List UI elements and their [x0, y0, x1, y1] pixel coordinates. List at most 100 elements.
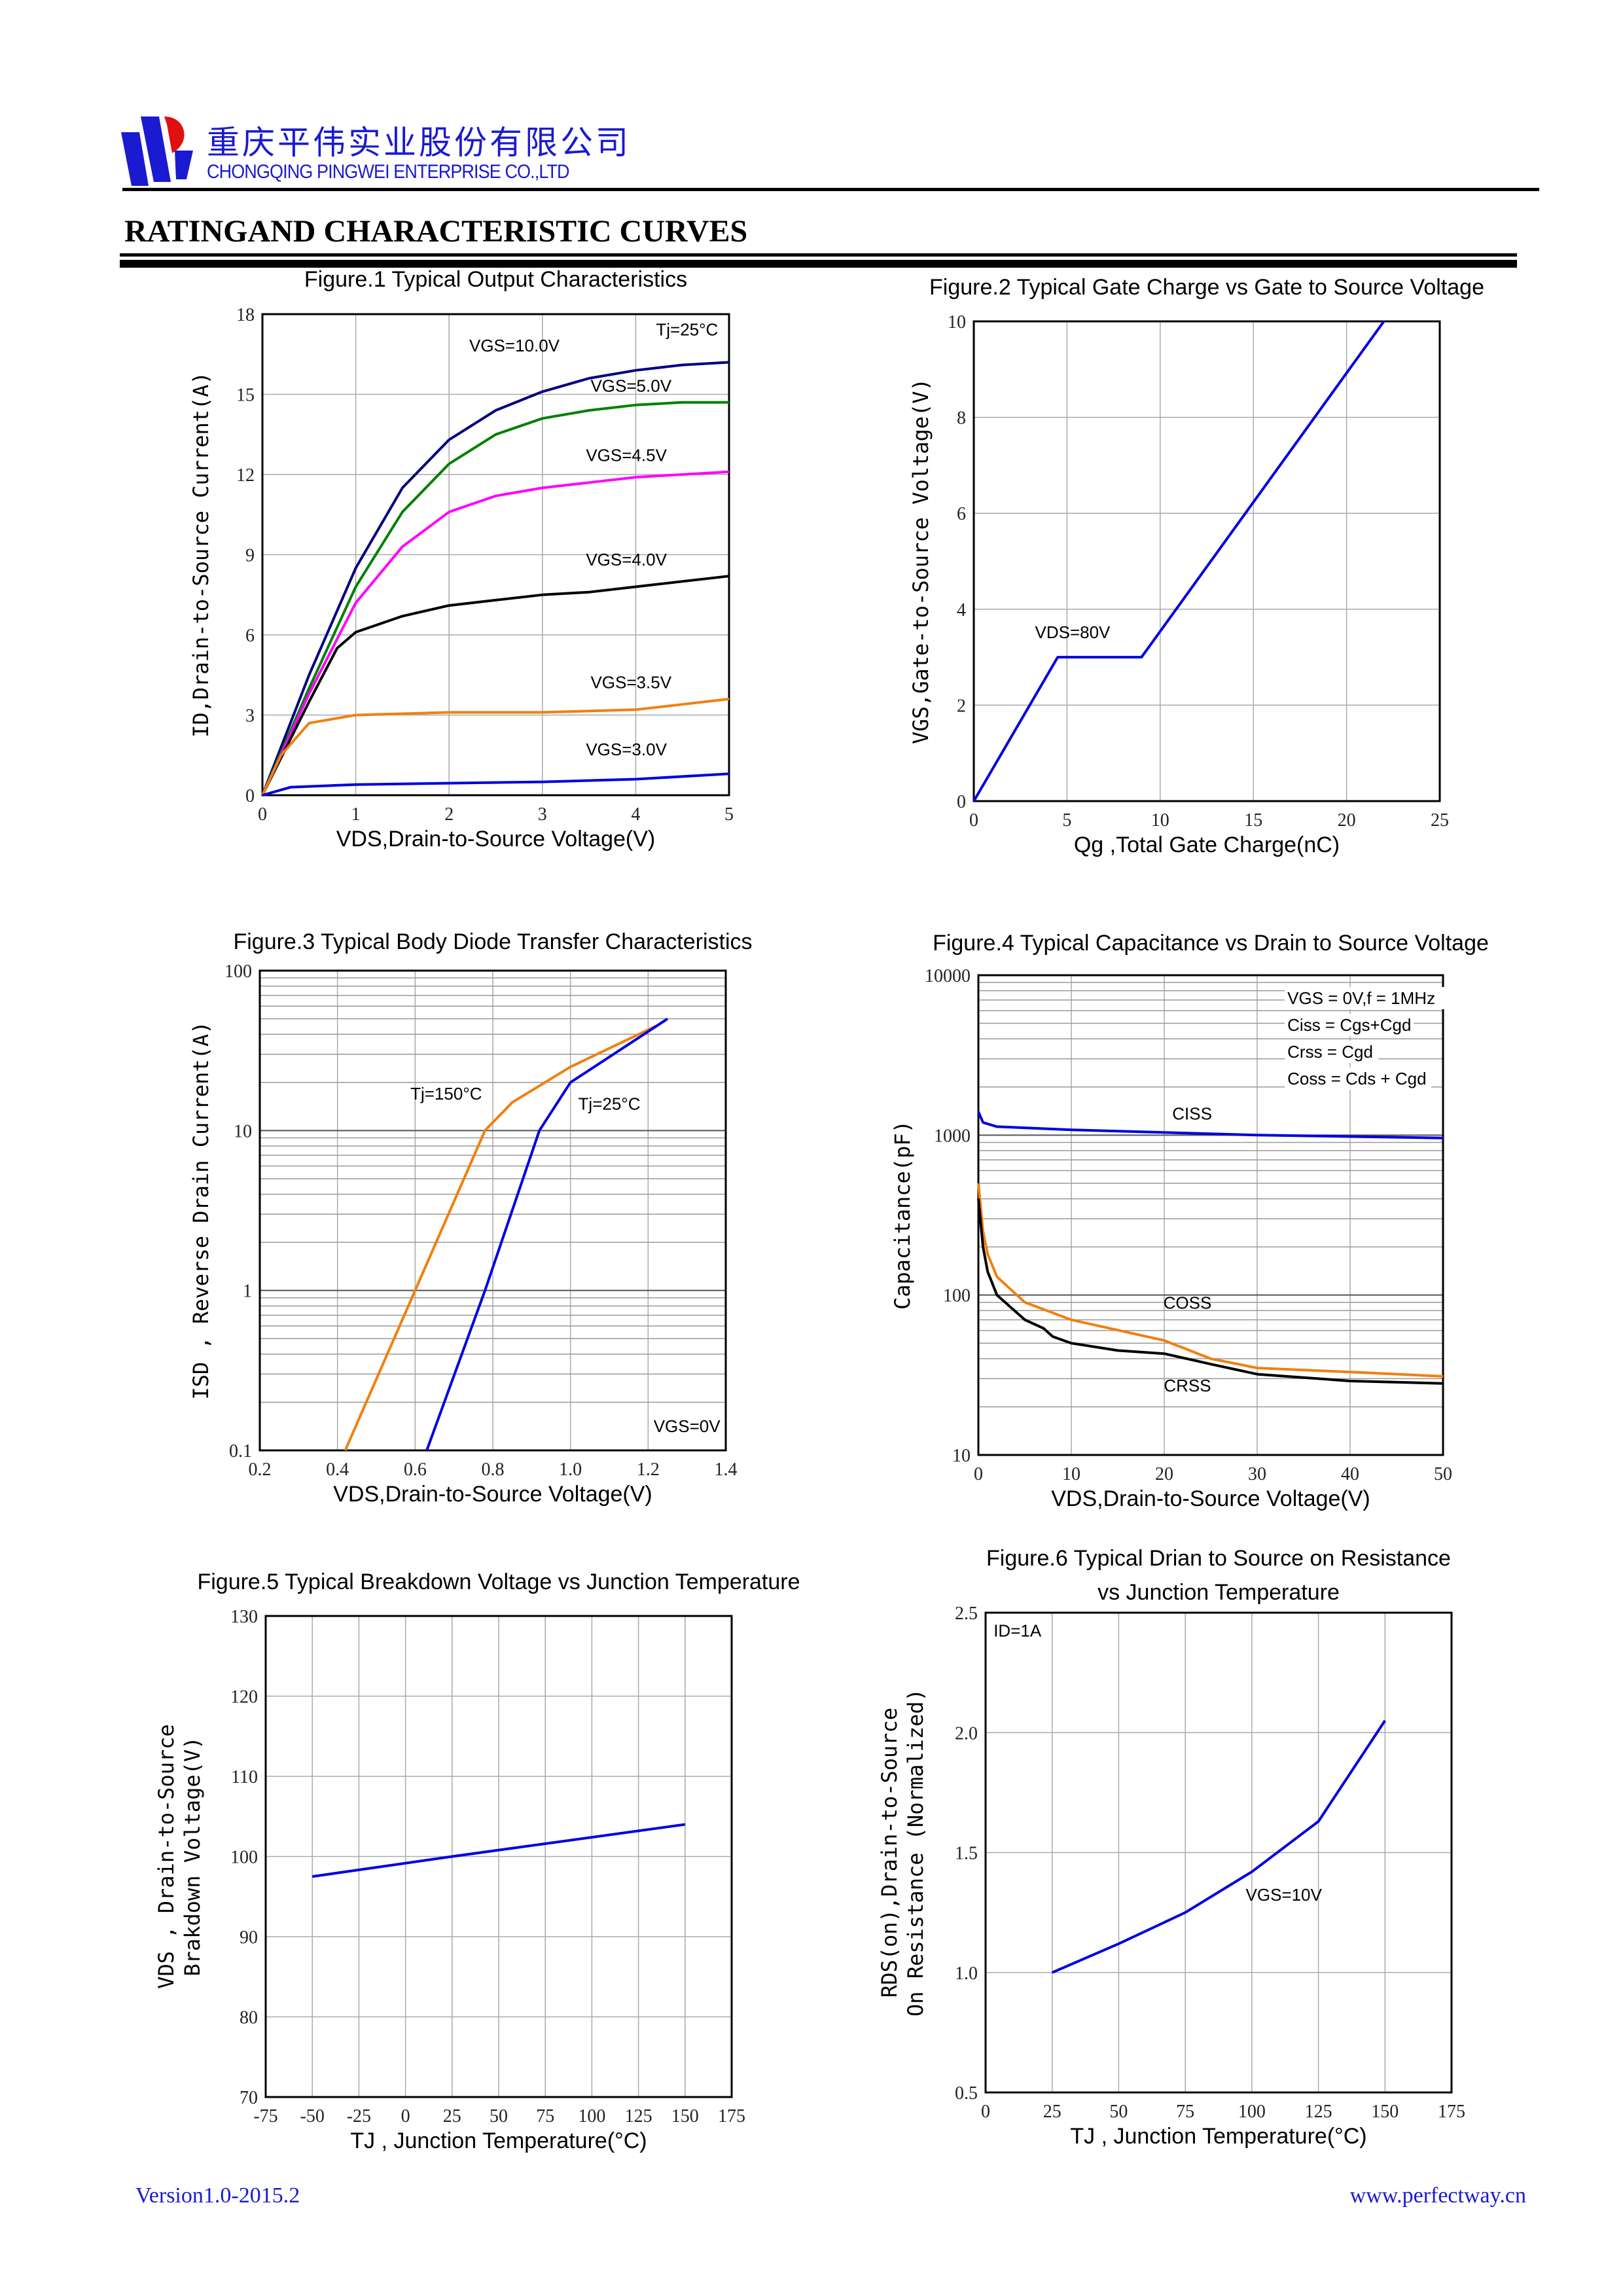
series-line-vds-80v — [972, 320, 1385, 802]
plot-frame — [259, 969, 727, 1452]
annotation-label: VDS=80V — [1035, 622, 1111, 642]
y-tick-label: 2.5 — [955, 1604, 978, 1624]
figure-title: Figure.4 Typical Capacitance vs Drain to… — [933, 931, 1489, 956]
series-line-tj-150-c — [344, 1024, 657, 1451]
y-tick-label: 90 — [240, 1928, 258, 1948]
annotation-label: Tj=25°C — [579, 1094, 641, 1113]
plot-frame — [261, 313, 730, 797]
series-line-ciss — [977, 1111, 1444, 1139]
y-tick-label: 3 — [245, 706, 255, 726]
y-tick-label: 1.0 — [955, 1964, 978, 1984]
figure-title: Figure.2 Typical Gate Charge vs Gate to … — [929, 275, 1484, 300]
website-link[interactable]: www.perfectway.cn — [1349, 2183, 1526, 2208]
legend-bg — [1285, 987, 1450, 1009]
y-axis-label: ID,Drain-to-Source Current(A) — [188, 372, 213, 738]
annotation-label: VGS=4.0V — [586, 550, 667, 569]
y-tick-label: 0 — [957, 792, 966, 812]
x-axis-label: VDS,Drain-to-Source Voltage(V) — [333, 1482, 652, 1507]
y-axis-label: VGS,Gate-to-Source Voltage(V) — [908, 378, 933, 744]
x-tick-label: 1.0 — [559, 1460, 582, 1480]
series-line-crss — [977, 1198, 1444, 1385]
x-tick-label: 5 — [724, 804, 734, 825]
series-line-vgs-10-0v — [261, 361, 730, 796]
annotation-label: VGS=3.5V — [590, 673, 671, 692]
series-line-vgs-3-0v — [262, 772, 730, 797]
section-title: RATINGAND CHARACTERISTIC CURVES — [124, 214, 748, 249]
x-axis-label: VDS,Drain-to-Source Voltage(V) — [336, 827, 656, 852]
x-tick-label: 0 — [974, 1464, 983, 1484]
series-line-vgs-10v — [1051, 1719, 1386, 1974]
x-tick-label: 150 — [1371, 2102, 1399, 2122]
y-tick-label: 1.5 — [955, 1844, 978, 1864]
x-tick-label: 0.6 — [404, 1460, 427, 1480]
x-tick-label: 20 — [1155, 1464, 1173, 1484]
y-tick-label: 15 — [236, 386, 255, 406]
x-tick-label: -25 — [347, 2106, 371, 2126]
y-tick-label: 6 — [245, 626, 255, 646]
legend-bg — [1285, 1014, 1414, 1036]
x-tick-label: -75 — [253, 2106, 277, 2126]
company-logo — [121, 117, 193, 186]
x-tick-label: 25 — [443, 2106, 461, 2126]
x-tick-label: 175 — [718, 2106, 745, 2126]
y-tick-label: 10000 — [925, 966, 971, 986]
y-tick-label: 120 — [230, 1687, 258, 1708]
figure-4: 0 10 20 30 40 5010100100010000CISSCOSSCRSSVGS… — [890, 931, 1489, 1511]
y-tick-label: 9 — [245, 546, 255, 566]
series-line-vgs-3-5v — [261, 698, 730, 796]
header-divider — [122, 188, 1539, 191]
y-tick-label: 70 — [240, 2088, 258, 2108]
version-label: Version1.0-2015.2 — [135, 2183, 300, 2208]
y-tick-label: 2 — [957, 696, 966, 716]
x-axis-label: Qg ,Total Gate Charge(nC) — [1074, 833, 1340, 857]
y-tick-label: 0.1 — [229, 1441, 252, 1462]
annotation-label: VGS=5.0V — [590, 376, 671, 395]
series-line-vgs-5-0v — [261, 401, 729, 796]
y-tick-label: 8 — [957, 408, 966, 429]
legend-bg — [1285, 1067, 1432, 1090]
figure-title-line2: vs Junction Temperature — [1097, 1580, 1340, 1605]
legend-bg — [1285, 1041, 1379, 1063]
y-tick-label: 0.5 — [955, 2083, 978, 2104]
y-tick-label: 10 — [952, 1446, 971, 1466]
annotation-label: VGS=10.0V — [469, 336, 560, 355]
company-name-chinese: 重庆平伟实业股份有限公司 — [207, 124, 631, 162]
y-tick-label: 10 — [234, 1121, 252, 1141]
title-divider-thin — [120, 253, 1517, 257]
x-tick-label: 5 — [1062, 810, 1071, 831]
plot-frame — [984, 1611, 1453, 2094]
figure-6: 0 25 50 75 100 125 150 175 0.5 1.0 1.5 2.0 2.5 ID=1A V… — [877, 1546, 1465, 2149]
x-axis-label: VDS,Drain-to-Source Voltage(V) — [1051, 1486, 1370, 1511]
legend-entry: Ciss = Cgs+Cgd — [1287, 1015, 1411, 1035]
x-tick-label: -50 — [300, 2106, 325, 2126]
x-tick-label: 75 — [1176, 2102, 1194, 2122]
y-tick-label: 130 — [230, 1607, 258, 1627]
y-tick-label: 12 — [236, 465, 255, 486]
x-tick-label: 1 — [351, 804, 361, 825]
x-tick-label: 10 — [1151, 810, 1169, 831]
y-axis-label: VDS , Drain-to-Source — [154, 1724, 179, 1989]
x-tick-label: 1.4 — [715, 1460, 738, 1480]
y-tick-label: 6 — [957, 504, 966, 524]
y-tick-label: 1000 — [934, 1126, 971, 1146]
x-tick-label: 50 — [1109, 2102, 1128, 2122]
figure-1: 0 1 2 3 4 50369121518Tj=25°CVGS=10.0VVGS=5.0V… — [188, 267, 734, 852]
x-tick-label: 2 — [444, 804, 454, 825]
annotation-label: VGS=10V — [1246, 1885, 1323, 1905]
y-tick-label: 0 — [245, 786, 255, 806]
plot-frame — [977, 974, 1444, 1456]
y-axis-label-line2: On Resistance (Normalized) — [903, 1689, 928, 2017]
y-tick-label: 10 — [948, 312, 966, 332]
figure-title: Figure.3 Typical Body Diode Transfer Cha… — [233, 929, 752, 954]
x-tick-label: 0 — [969, 810, 978, 831]
annotation-label: ID=1A — [993, 1621, 1042, 1641]
x-tick-label: 0 — [258, 804, 267, 825]
y-tick-label: 80 — [240, 2008, 258, 2028]
x-tick-label: 0 — [401, 2106, 410, 2126]
x-tick-label: 4 — [631, 804, 640, 825]
x-tick-label: 0.4 — [326, 1460, 349, 1480]
x-tick-label: 20 — [1338, 810, 1356, 831]
series-line-vgs-4-5v — [261, 470, 730, 796]
figure-title: Figure.1 Typical Output Characteristics — [304, 267, 687, 292]
